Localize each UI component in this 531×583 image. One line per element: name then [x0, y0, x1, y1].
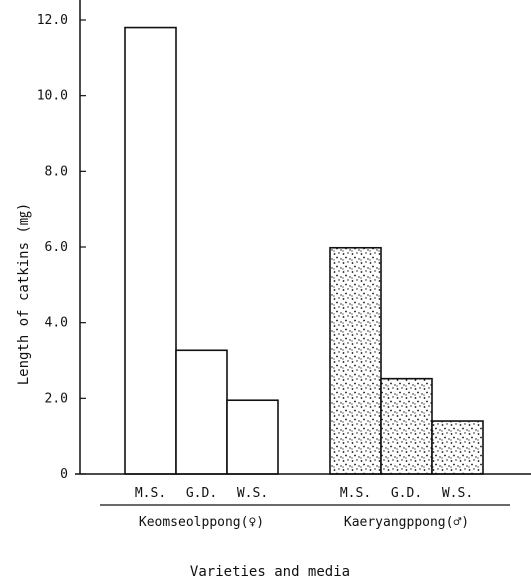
y-tick-label: 4.0 — [45, 316, 68, 331]
bar-kaeryangppong-ws — [431, 420, 484, 475]
y-tick-label: 0 — [60, 467, 68, 482]
y-axis-title: Length of catkins (㎎) — [16, 203, 32, 386]
group-label: Kaeryangppong(♂) — [344, 515, 469, 530]
y-tick-label: 6.0 — [45, 240, 68, 255]
category-label: W.S. — [442, 486, 473, 501]
bar-keomseolppong-ms — [124, 26, 177, 475]
y-tick-label: 12.0 — [37, 13, 68, 28]
y-tick-label: 10.0 — [37, 89, 68, 104]
bar-keomseolppong-ws — [226, 399, 279, 475]
bar-keomseolppong-gd — [175, 349, 228, 475]
category-label: G.D. — [186, 486, 217, 501]
group-label: Keomseolppong(♀) — [139, 515, 264, 530]
category-label: W.S. — [237, 486, 268, 501]
y-tick-label: 2.0 — [45, 391, 68, 406]
bars — [124, 26, 484, 475]
category-label: M.S. — [135, 486, 166, 501]
bar-kaeryangppong-gd — [380, 377, 433, 475]
x-labels: M.S. G.D. W.S. Keomseolppong(♀) M.S. G.D. W.S.… — [100, 486, 510, 530]
category-label: M.S. — [340, 486, 371, 501]
bar-kaeryangppong-ms — [329, 246, 382, 475]
y-ticks: 0 2.0 4.0 6.0 8.0 10.0 12.0 — [37, 13, 86, 482]
x-axis-title: Varieties and media — [190, 564, 350, 580]
category-label: G.D. — [391, 486, 422, 501]
y-tick-label: 8.0 — [45, 164, 68, 179]
